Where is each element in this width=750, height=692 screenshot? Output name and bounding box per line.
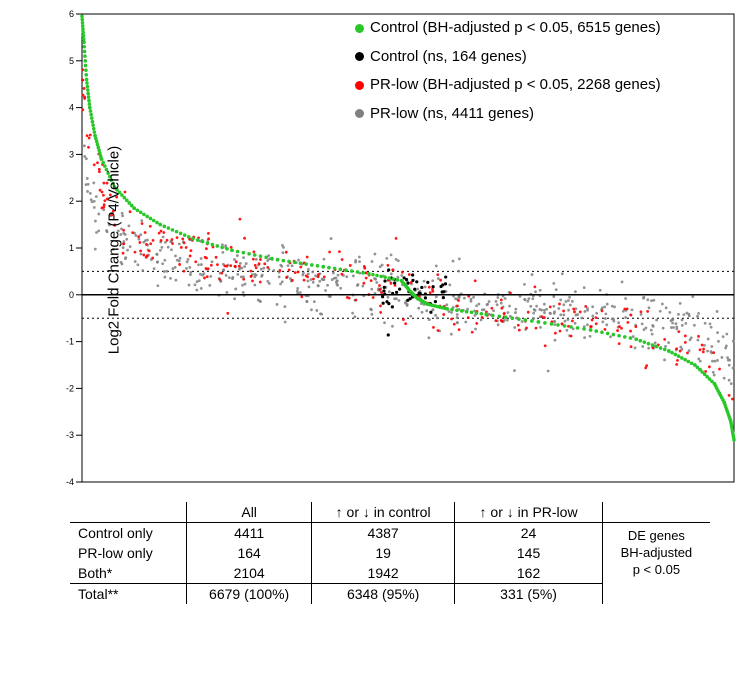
total-blank [602, 584, 710, 605]
th-blank [70, 502, 187, 523]
th-all: All [187, 502, 312, 523]
svg-text:5: 5 [69, 56, 74, 66]
total-all: 6679 (100%) [187, 584, 312, 605]
scatter-plot: Log2 Fold Change (P4/Vehicle) Control (B… [50, 10, 740, 490]
summary-table: All ↑ or ↓ in control ↑ or ↓ in PR-low C… [70, 502, 710, 604]
de-note: DE genesBH-adjustedp < 0.05 [602, 523, 710, 584]
legend-swatch [355, 109, 364, 118]
row1-label: PR-low only [70, 543, 187, 563]
legend-label: Control (BH-adjusted p < 0.05, 6515 gene… [370, 14, 661, 43]
legend-label: Control (ns, 164 genes) [370, 43, 527, 72]
y-axis-label: Log2 Fold Change (P4/Vehicle) [106, 146, 123, 354]
row0-all: 4411 [187, 523, 312, 544]
legend-label: PR-low (BH-adjusted p < 0.05, 2268 genes… [370, 71, 661, 100]
row1-prlow: 145 [455, 543, 602, 563]
th-prlow: ↑ or ↓ in PR-low [455, 502, 602, 523]
legend-item: Control (ns, 164 genes) [355, 43, 661, 72]
row0-prlow: 24 [455, 523, 602, 544]
svg-text:1: 1 [69, 243, 74, 253]
row2-label: Both* [70, 563, 187, 584]
legend-item: Control (BH-adjusted p < 0.05, 6515 gene… [355, 14, 661, 43]
total-label: Total** [70, 584, 187, 605]
svg-text:0: 0 [69, 290, 74, 300]
th-note-blank [602, 502, 710, 523]
legend-label: PR-low (ns, 4411 genes) [370, 100, 534, 129]
legend-swatch [355, 81, 364, 90]
legend-swatch [355, 24, 364, 33]
row0-ctrl: 4387 [311, 523, 454, 544]
legend: Control (BH-adjusted p < 0.05, 6515 gene… [355, 14, 661, 128]
th-ctrl: ↑ or ↓ in control [311, 502, 454, 523]
legend-swatch [355, 52, 364, 61]
svg-text:-2: -2 [66, 383, 74, 393]
row2-all: 2104 [187, 563, 312, 584]
row1-all: 164 [187, 543, 312, 563]
svg-text:-4: -4 [66, 477, 74, 487]
legend-item: PR-low (ns, 4411 genes) [355, 100, 661, 129]
svg-text:-3: -3 [66, 430, 74, 440]
svg-text:2: 2 [69, 196, 74, 206]
row0-label: Control only [70, 523, 187, 544]
legend-item: PR-low (BH-adjusted p < 0.05, 2268 genes… [355, 71, 661, 100]
svg-text:6: 6 [69, 10, 74, 19]
row1-ctrl: 19 [311, 543, 454, 563]
row2-prlow: 162 [455, 563, 602, 584]
total-prlow: 331 (5%) [455, 584, 602, 605]
svg-text:4: 4 [69, 103, 74, 113]
svg-text:-1: -1 [66, 337, 74, 347]
total-ctrl: 6348 (95%) [311, 584, 454, 605]
row2-ctrl: 1942 [311, 563, 454, 584]
svg-text:3: 3 [69, 149, 74, 159]
